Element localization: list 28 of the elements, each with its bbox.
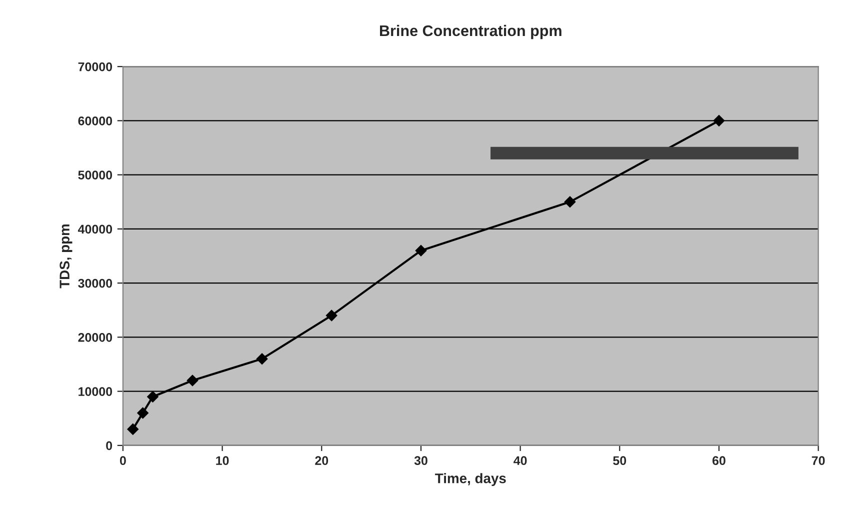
- point: [186, 374, 198, 386]
- y-tick-label: 50000: [78, 170, 112, 180]
- chart-title: Brine Concentration ppm: [380, 24, 562, 40]
- point: [326, 310, 338, 322]
- y-tick-label: 20000: [78, 332, 112, 342]
- x-tick-label: 60: [712, 456, 726, 466]
- x-tick-label: 0: [120, 456, 126, 466]
- point: [713, 115, 725, 126]
- x-tick-label: 10: [216, 456, 229, 466]
- y-tick-label: 40000: [78, 224, 112, 234]
- x-tick-label: 20: [315, 456, 328, 466]
- y-tick-label: 70000: [78, 62, 112, 72]
- x-tick-label: 30: [414, 456, 428, 466]
- x-tick-label: 40: [514, 456, 527, 466]
- point: [415, 244, 427, 256]
- point: [256, 353, 268, 364]
- point: [564, 196, 576, 208]
- point: [147, 391, 158, 402]
- x-axis-title: Time, days: [435, 473, 506, 486]
- x-tick-label: 70: [812, 456, 825, 466]
- point: [137, 407, 148, 419]
- x-tick-label: 50: [613, 456, 626, 466]
- y-tick-label: 30000: [78, 278, 112, 288]
- y-tick-label: 10000: [78, 387, 112, 396]
- point: [127, 424, 138, 435]
- y-tick-label: 0: [106, 441, 112, 450]
- y-axis-title: TDS, ppm: [60, 224, 72, 288]
- y-tick-label: 60000: [78, 116, 112, 126]
